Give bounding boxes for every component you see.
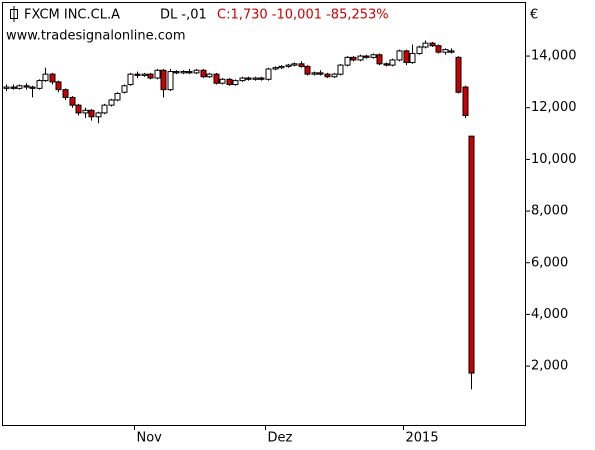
candle-body bbox=[154, 69, 161, 79]
candle-body bbox=[16, 85, 23, 89]
candle-body bbox=[69, 96, 76, 106]
candle-body bbox=[429, 42, 436, 47]
candle-body bbox=[258, 77, 265, 80]
candle-body bbox=[403, 50, 410, 64]
candle-body bbox=[36, 80, 43, 89]
candle-body bbox=[278, 65, 285, 69]
candle-body bbox=[10, 86, 17, 89]
candle-body bbox=[95, 112, 102, 118]
candle-body bbox=[350, 56, 357, 61]
candle-body bbox=[108, 99, 115, 106]
candle-body bbox=[141, 73, 148, 76]
candle-body bbox=[435, 45, 442, 53]
candle-body bbox=[167, 71, 174, 91]
y-tick-label: 6,000 bbox=[531, 255, 568, 270]
candle-body bbox=[49, 73, 56, 83]
candle-body bbox=[389, 59, 396, 66]
candle-body bbox=[285, 64, 292, 67]
candle-body bbox=[304, 65, 311, 75]
candle-body bbox=[134, 73, 141, 76]
candle-body bbox=[331, 73, 338, 78]
y-tick-label: 12,000 bbox=[531, 100, 577, 115]
candle-body bbox=[114, 93, 121, 101]
candle-body bbox=[180, 71, 187, 74]
candle-body bbox=[337, 64, 344, 75]
candle-body bbox=[462, 86, 469, 116]
chart-title: FXCM INC.CL.A bbox=[24, 8, 120, 23]
candle-body bbox=[416, 46, 423, 54]
candle-body bbox=[213, 73, 220, 84]
candle-body bbox=[396, 50, 403, 61]
candle-body bbox=[265, 68, 272, 80]
candle-body bbox=[272, 67, 279, 70]
candle-body bbox=[422, 42, 429, 48]
candle-body bbox=[311, 72, 318, 75]
x-tick-label: Dez bbox=[268, 431, 293, 446]
candle-body bbox=[363, 55, 370, 58]
candle-body bbox=[101, 104, 108, 114]
candle-body bbox=[186, 71, 193, 74]
plot-frame bbox=[2, 2, 526, 426]
y-tick-label: 10,000 bbox=[531, 152, 577, 167]
candle-body bbox=[232, 80, 239, 85]
candle-body bbox=[324, 73, 331, 78]
candle-body bbox=[127, 73, 134, 85]
candle-body bbox=[298, 63, 305, 67]
candle-body bbox=[147, 73, 154, 79]
y-tick-label: 8,000 bbox=[531, 204, 568, 219]
candle-body bbox=[376, 54, 383, 65]
candle-body bbox=[239, 77, 246, 82]
candle-body bbox=[252, 77, 259, 80]
candle-body bbox=[245, 77, 252, 80]
candle-body bbox=[88, 109, 95, 118]
candle-body bbox=[455, 56, 462, 93]
candle-body bbox=[357, 55, 364, 61]
candle-body bbox=[75, 104, 82, 114]
candle-body bbox=[193, 69, 200, 74]
candle-body bbox=[29, 86, 36, 89]
candle-body bbox=[383, 63, 390, 66]
candle-body bbox=[62, 89, 69, 98]
watermark: www.tradesignalonline.com bbox=[6, 29, 186, 44]
candle-body bbox=[468, 135, 475, 374]
candle-body bbox=[226, 78, 233, 85]
subtitle: DL -,01 bbox=[160, 8, 207, 23]
y-tick-label: 4,000 bbox=[531, 307, 568, 322]
candle-body bbox=[370, 54, 377, 58]
candle-body bbox=[219, 78, 226, 84]
y-tick-label: 14,000 bbox=[531, 49, 577, 64]
x-tick-label: Nov bbox=[137, 431, 163, 446]
candle-body bbox=[173, 71, 180, 74]
candle-body bbox=[42, 73, 49, 82]
currency: € bbox=[530, 8, 538, 23]
x-tick-label: 2015 bbox=[406, 431, 439, 446]
quote: C:1,730 -10,001 -85,253% bbox=[217, 8, 389, 23]
candle-body bbox=[121, 85, 128, 93]
candle-body bbox=[442, 49, 449, 53]
candle-body bbox=[160, 69, 167, 91]
candle-body bbox=[23, 85, 30, 88]
candle-body bbox=[82, 109, 89, 114]
y-tick-label: 2,000 bbox=[531, 359, 568, 374]
candle-body bbox=[317, 72, 324, 75]
candle-body bbox=[409, 52, 416, 64]
candle-body bbox=[55, 81, 62, 91]
candle-body bbox=[206, 73, 213, 78]
candle-body bbox=[200, 69, 207, 78]
candle-body bbox=[291, 63, 298, 66]
candle-body bbox=[344, 56, 351, 66]
candle-body bbox=[448, 50, 455, 53]
candle-body bbox=[3, 86, 10, 89]
